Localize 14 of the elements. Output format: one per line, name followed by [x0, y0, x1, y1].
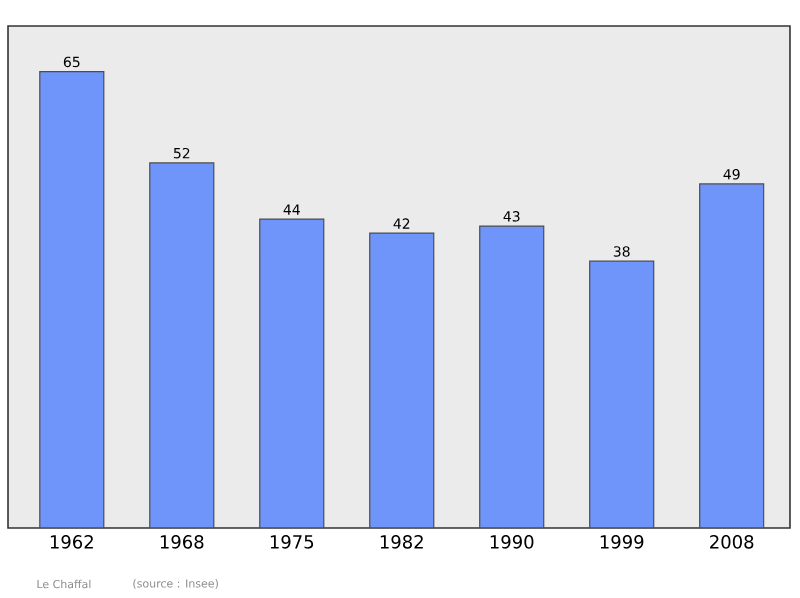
bar: [369, 232, 435, 528]
x-tick-label: 1968: [160, 535, 204, 549]
bar: [149, 162, 215, 528]
x-tick-label: 1999: [600, 535, 644, 549]
x-tick-label: 1962: [50, 535, 93, 549]
bar: [479, 225, 545, 528]
bar: [259, 218, 325, 528]
x-tick-label: 2008: [710, 535, 754, 549]
bar: [589, 260, 655, 528]
bar: [699, 183, 765, 528]
x-tick-label: 1982: [380, 535, 423, 549]
bar: [39, 71, 105, 528]
x-tick-label: 1990: [490, 535, 534, 549]
x-tick-label: 1975: [270, 535, 314, 549]
